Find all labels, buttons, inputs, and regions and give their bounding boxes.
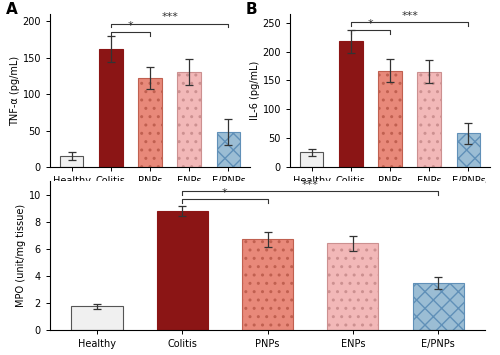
Text: ***: *** <box>401 11 418 21</box>
Bar <box>378 71 402 167</box>
Bar <box>300 152 324 167</box>
Text: ***: *** <box>302 180 318 190</box>
Y-axis label: MPO (unit/mg tissue): MPO (unit/mg tissue) <box>16 204 26 307</box>
Bar <box>60 156 84 167</box>
Bar <box>178 72 201 167</box>
Bar <box>156 211 208 330</box>
Y-axis label: IL-6 (pg/mL): IL-6 (pg/mL) <box>250 61 260 120</box>
Text: *: * <box>222 188 228 198</box>
Y-axis label: TNF-α (pg/mL): TNF-α (pg/mL) <box>10 55 20 126</box>
Text: *: * <box>368 18 373 28</box>
Text: A: A <box>6 2 18 17</box>
Bar <box>339 41 362 167</box>
Text: *: * <box>128 21 133 31</box>
Bar <box>138 78 162 167</box>
Bar <box>456 133 480 167</box>
Bar <box>327 244 378 330</box>
Text: ***: *** <box>161 12 178 22</box>
Bar <box>418 72 441 167</box>
Text: B: B <box>246 2 258 17</box>
Bar <box>99 49 122 167</box>
Bar <box>216 132 240 167</box>
Bar <box>242 239 293 330</box>
Bar <box>412 283 464 330</box>
Bar <box>72 306 122 330</box>
